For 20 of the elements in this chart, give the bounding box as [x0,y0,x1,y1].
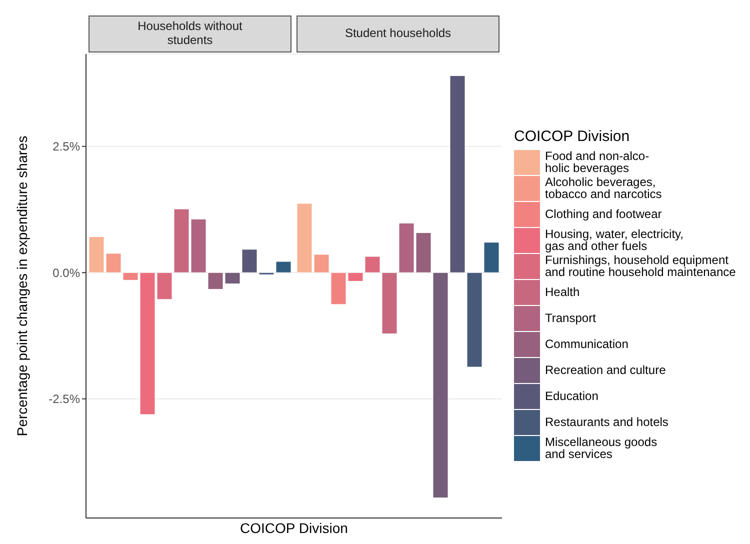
y-tick-label: 0.0% [52,266,80,280]
legend-title: COICOP Division [514,128,631,145]
legend-label: Restaurants and hotels [545,415,668,429]
y-tick-label: -2.5% [48,392,80,406]
legend-label: Furnishings, household equipment and routine household maintenance [545,253,736,279]
legend-label: Clothing and footwear [545,207,662,221]
legend-label: Recreation and culture [545,363,666,377]
legend-label: Housing, water, electricity, gas and other fuels [545,227,684,253]
legend-label: Miscellaneous goods and services [545,435,658,461]
legend-label: Health [545,285,580,299]
legend-label: Food and non-alco- holic beverages [545,149,650,175]
x-tick-label: Households without students [138,19,244,48]
x-axis-title: COICOP Division [239,520,349,536]
legend-label: Education [545,389,598,403]
legend-label: Alcoholic beverages, tobacco and narcotics [545,175,662,201]
y-axis-title: Percentage point changes in expenditure shares [14,136,30,436]
y-tick-label: 2.5% [52,140,80,154]
legend-label: Communication [545,337,628,351]
legend-label: Transport [545,311,596,325]
x-tick-label: Student households [344,26,452,40]
